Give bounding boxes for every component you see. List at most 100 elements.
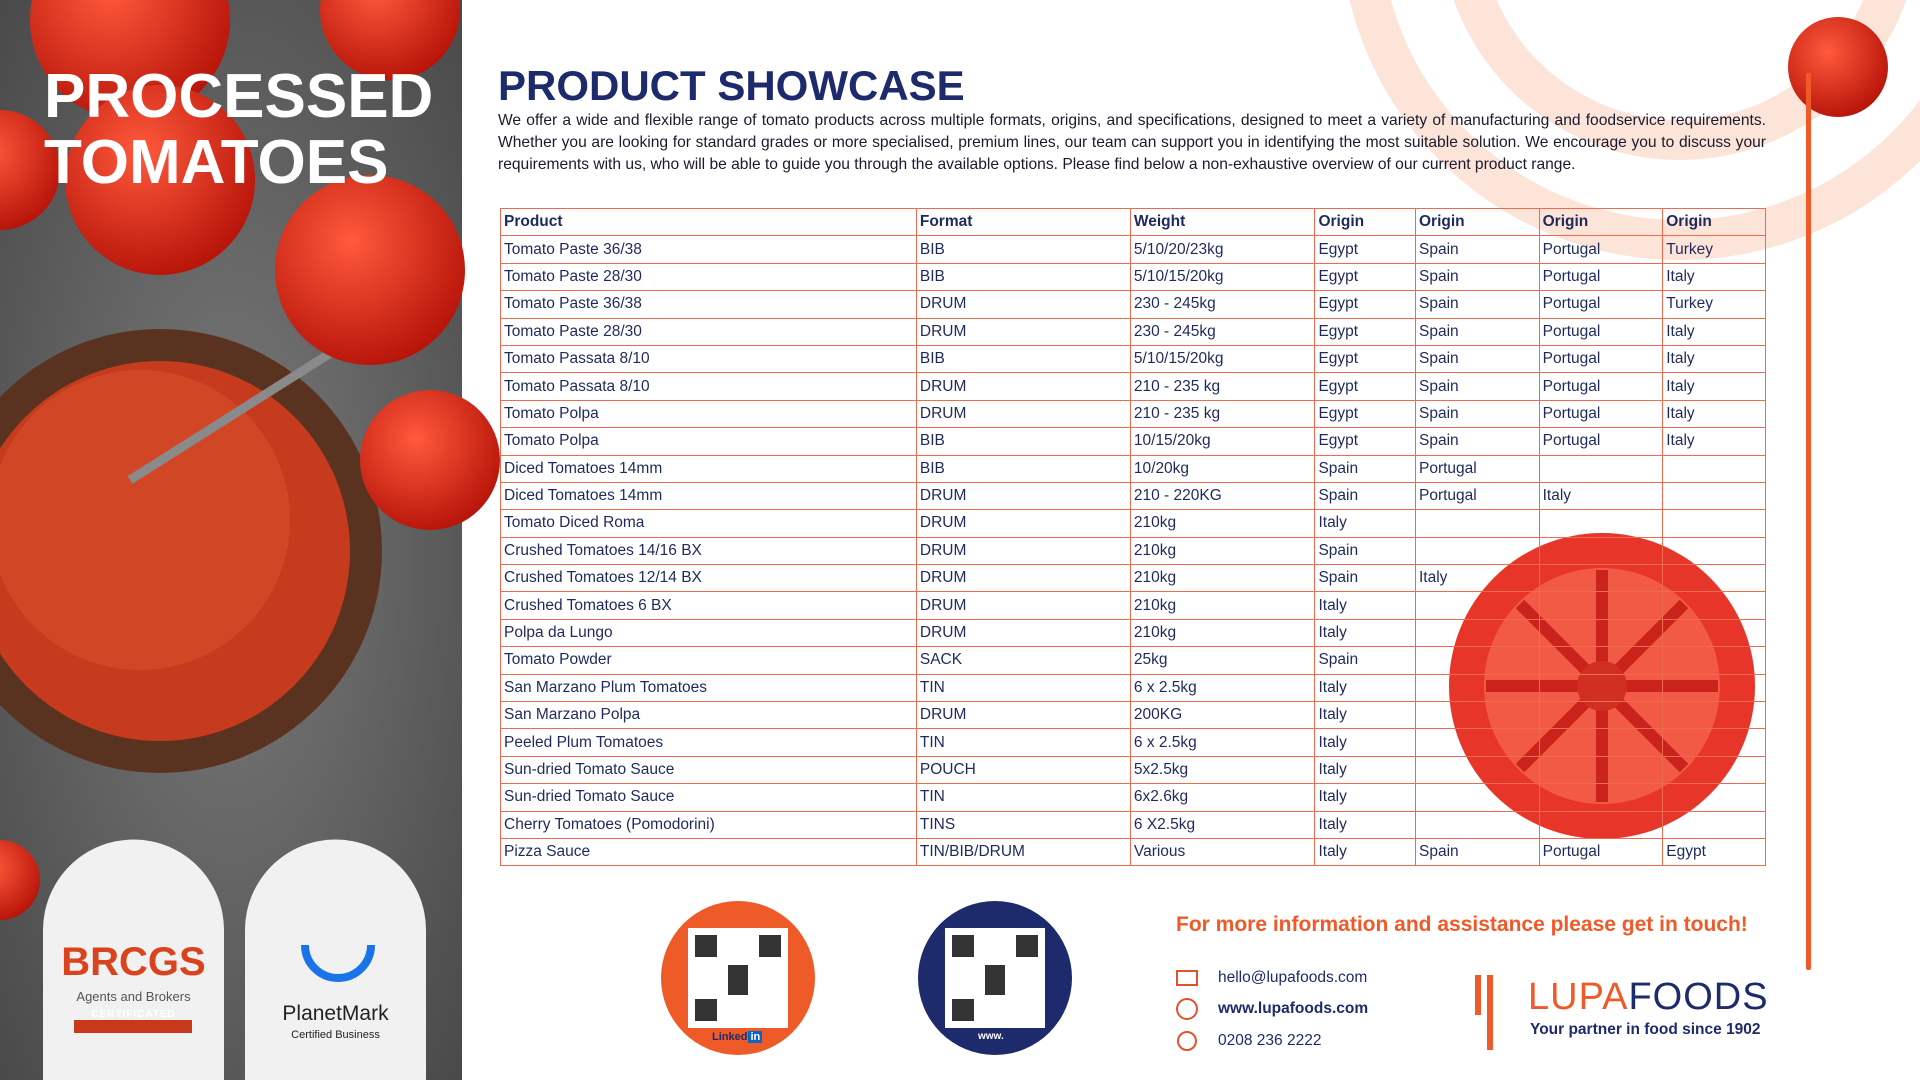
table-cell: Various: [1129, 837, 1316, 867]
header-row: Product Format Weight Origin Origin Origin Ori…: [500, 207, 1766, 237]
table-cell: DRUM: [915, 536, 1131, 566]
table-row: Tomato Polpa DRUM 210 - 235 kg Egypt Spain Po…: [500, 399, 1766, 429]
table-cell: Spain: [1314, 481, 1416, 511]
table-cell: 5x2.5kg: [1129, 755, 1316, 785]
table-cell: Polpa da Lungo: [500, 618, 917, 648]
table-cell: [1538, 810, 1664, 839]
table-cell: Spain: [1314, 646, 1416, 675]
table-cell: Spain: [1414, 372, 1540, 401]
table-cell: Italy: [1314, 701, 1416, 730]
table-cell: [1414, 536, 1540, 566]
table-cell: Tomato Polpa: [500, 399, 917, 429]
table-cell: 210kg: [1129, 564, 1316, 593]
phone[interactable]: 0208 236 2222: [1218, 1032, 1322, 1049]
table-cell: [1414, 783, 1540, 812]
column-header: Format: [915, 207, 1131, 237]
badge-tag: CERTIFICATED: [91, 1009, 176, 1020]
table-cell: Tomato Passata 8/10: [500, 372, 917, 401]
table-cell: San Marzano Plum Tomatoes: [500, 673, 917, 703]
intro: We offer a wide and flexible range of to…: [498, 112, 1766, 173]
page-title: PRODUCT SHOWCASE: [498, 62, 965, 109]
table-row: Crushed Tomatoes 6 BX DRUM 210kg Italy: [500, 591, 1766, 620]
table-cell: [1662, 509, 1766, 538]
email[interactable]: hello@lupafoods.com: [1218, 969, 1368, 986]
table-cell: Portugal: [1538, 235, 1664, 264]
table-cell: 5/10/15/20kg: [1129, 344, 1316, 374]
table-cell: [1414, 673, 1540, 703]
table-row: San Marzano Plum Tomatoes TIN 6 x 2.5kg Ita…: [500, 673, 1766, 703]
logo-tagline: Your partner in food since 1902: [1530, 1021, 1761, 1038]
table-cell: POUCH: [915, 755, 1131, 785]
table-cell: Spain: [1414, 262, 1540, 292]
table-cell: Portugal: [1538, 372, 1664, 401]
table-cell: Egypt: [1662, 837, 1766, 867]
table-cell: Spain: [1414, 235, 1540, 264]
table-cell: Crushed Tomatoes 12/14 BX: [500, 564, 917, 593]
table-cell: [1662, 783, 1766, 812]
qr-text: Linked: [712, 1031, 748, 1043]
table-cell: TINS: [915, 810, 1131, 839]
column-header: Origin: [1314, 207, 1416, 237]
table-cell: Tomato Passata 8/10: [500, 344, 917, 374]
table-cell: Italy: [1662, 317, 1766, 346]
table-cell: 6 x 2.5kg: [1129, 673, 1316, 703]
table-cell: [1538, 646, 1664, 675]
table-cell: Italy: [1314, 591, 1416, 620]
table-cell: 230 - 245kg: [1129, 290, 1316, 319]
table-cell: [1538, 591, 1664, 620]
table-row: Diced Tomatoes 14mm DRUM 210 - 220KG Spain P…: [500, 481, 1766, 511]
table-cell: Italy: [1662, 262, 1766, 292]
table-cell: Diced Tomatoes 14mm: [500, 454, 917, 483]
table-cell: [1538, 454, 1664, 483]
table-cell: DRUM: [915, 372, 1131, 401]
table-cell: Portugal: [1538, 317, 1664, 346]
website[interactable]: www.lupafoods.com: [1218, 1000, 1369, 1017]
table-cell: Italy: [1314, 618, 1416, 648]
table-cell: Spain: [1414, 290, 1540, 319]
table-cell: [1662, 810, 1766, 839]
table-cell: Tomato Polpa: [500, 427, 917, 456]
qr-label: Linked in: [712, 1031, 763, 1043]
table-cell: 210kg: [1129, 509, 1316, 538]
table-row: Tomato Passata 8/10 BIB 5/10/15/20kg Egypt S…: [500, 344, 1766, 374]
table-cell: [1538, 728, 1664, 757]
table-cell: Tomato Paste 28/30: [500, 262, 917, 292]
logo-text: FOODS: [1628, 976, 1769, 1018]
column-header: Origin: [1662, 207, 1766, 237]
side-title-line: TOMATOES: [44, 128, 389, 197]
table-cell: [1538, 701, 1664, 730]
table-row: Tomato Powder SACK 25kg Spain: [500, 646, 1766, 675]
table-row: Tomato Paste 36/38 DRUM 230 - 245kg Egypt Sp…: [500, 290, 1766, 319]
table-cell: Italy: [1662, 344, 1766, 374]
table-cell: 210kg: [1129, 591, 1316, 620]
table-cell: Tomato Diced Roma: [500, 509, 917, 538]
table-cell: 210 - 235 kg: [1129, 372, 1316, 401]
table-cell: Portugal: [1414, 481, 1540, 511]
table-cell: Italy: [1662, 372, 1766, 401]
table-cell: 210 - 235 kg: [1129, 399, 1316, 429]
table-cell: 210 - 220KG: [1129, 481, 1316, 511]
table-cell: Crushed Tomatoes 6 BX: [500, 591, 917, 620]
table-cell: [1414, 755, 1540, 785]
logo-text: LUPA: [1528, 976, 1629, 1018]
table-cell: Spain: [1314, 536, 1416, 566]
table-cell: 5/10/20/23kg: [1129, 235, 1316, 264]
table-cell: Diced Tomatoes 14mm: [500, 481, 917, 511]
table-cell: [1662, 728, 1766, 757]
table-cell: DRUM: [915, 591, 1131, 620]
table-cell: Tomato Paste 36/38: [500, 290, 917, 319]
side-title: PROCESSED TOMATOES: [44, 64, 433, 196]
table-cell: Pizza Sauce: [500, 837, 917, 867]
table-row: Tomato Passata 8/10 DRUM 210 - 235 kg Egypt…: [500, 372, 1766, 401]
contact-heading[interactable]: For more information and assistance plea…: [1176, 913, 1748, 936]
table-cell: TIN: [915, 728, 1131, 757]
table-cell: [1414, 591, 1540, 620]
table-cell: Portugal: [1538, 427, 1664, 456]
table-cell: [1662, 454, 1766, 483]
table-row: Sun-dried Tomato Sauce POUCH 5x2.5kg Italy: [500, 755, 1766, 785]
table-cell: Sun-dried Tomato Sauce: [500, 755, 917, 785]
table-row: Tomato Paste 28/30 DRUM 230 - 245kg Egypt Sp…: [500, 317, 1766, 346]
column-header: Origin: [1538, 207, 1664, 237]
table-cell: [1662, 646, 1766, 675]
